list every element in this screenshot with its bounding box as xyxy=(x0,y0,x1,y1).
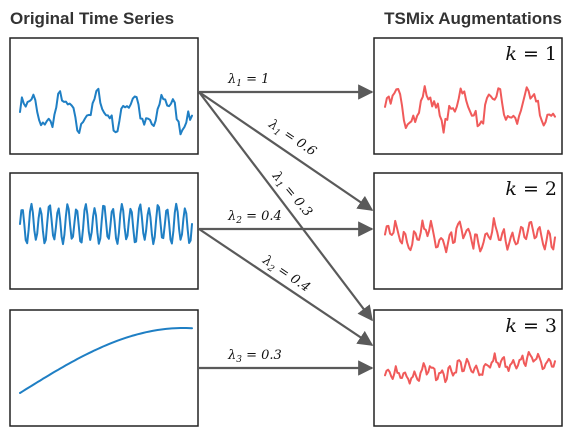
edge-label-3-3: λ3 = 0.3 xyxy=(227,348,282,365)
edge-label-2-2: λ2 = 0.4 xyxy=(227,209,282,226)
original-series-box-1 xyxy=(10,38,198,154)
edge-label-1-1: λ1 = 1 xyxy=(227,72,269,89)
original-series-header: Original Time Series xyxy=(10,9,174,28)
k-label-1: k = 1 xyxy=(505,43,557,65)
k-label-2: k = 2 xyxy=(505,178,557,200)
augmentations-header: TSMix Augmentations xyxy=(384,9,562,28)
original-series-box-3 xyxy=(10,310,198,426)
k-label-3: k = 3 xyxy=(505,315,557,337)
